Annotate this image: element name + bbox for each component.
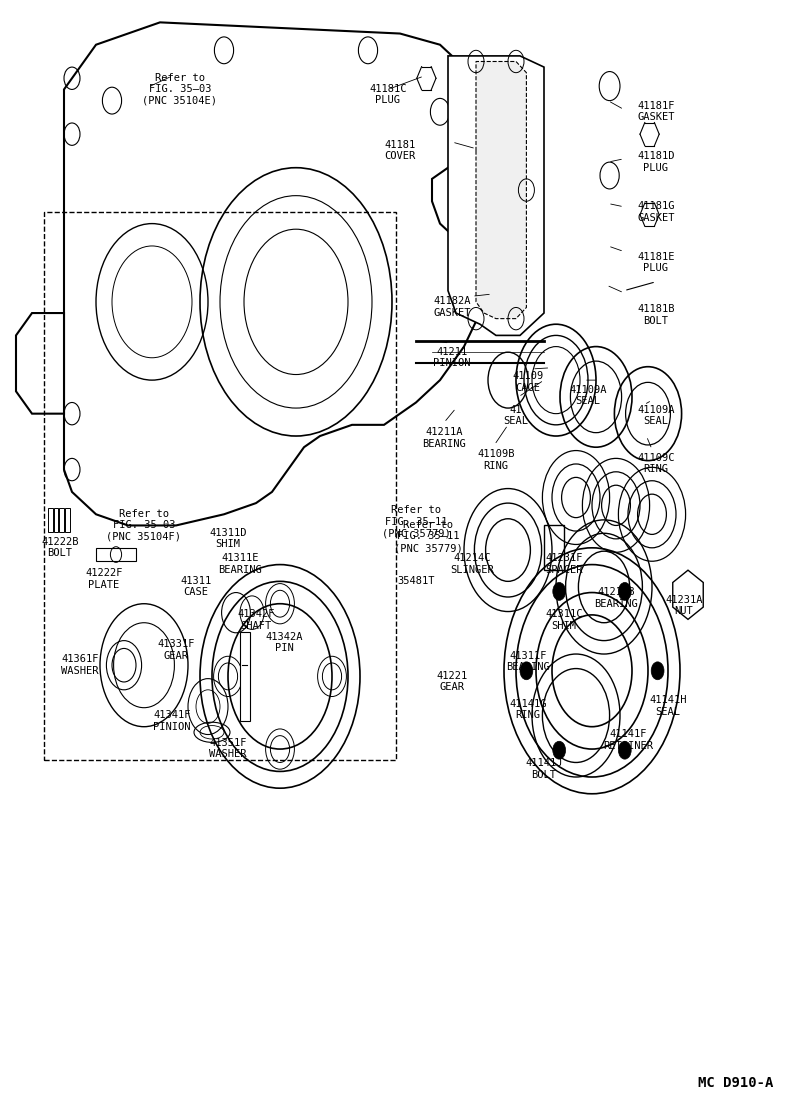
Text: 41231F
SPACER: 41231F SPACER [546,553,582,575]
PathPatch shape [16,313,64,414]
Text: 41341F
PINION: 41341F PINION [154,710,190,731]
Text: 41181D
PLUG: 41181D PLUG [638,151,674,172]
Bar [54,508,58,532]
Text: 41182A
GASKET: 41182A GASKET [434,296,470,318]
Text: 41181C
PLUG: 41181C PLUG [370,84,406,105]
Text: 35481T: 35481T [398,576,434,586]
Text: 41222B
BOLT: 41222B BOLT [42,537,78,558]
Text: 41311D
SHIM: 41311D SHIM [210,528,246,549]
Text: 41109
CAGE: 41109 CAGE [512,371,544,392]
Text: 41141G
RING: 41141G RING [510,699,546,720]
Text: MC D910-A: MC D910-A [698,1076,774,1090]
Text: 41109B
RING: 41109B RING [478,449,514,471]
Text: 41311C
SHIM: 41311C SHIM [546,609,582,631]
Text: 41211B
BEARING: 41211B BEARING [594,587,638,608]
Circle shape [553,741,566,759]
Text: 41222F
PLATE: 41222F PLATE [86,568,122,589]
Text: 41231A
NUT: 41231A NUT [666,595,702,616]
Text: 41311E
BEARING: 41311E BEARING [218,553,262,575]
PathPatch shape [476,61,526,319]
Text: 41211A
BEARING: 41211A BEARING [422,427,466,448]
Bar [96,548,136,561]
Circle shape [520,662,533,680]
Bar [48,508,53,532]
Bar [240,632,250,721]
Text: 41
SEAL: 41 SEAL [503,405,529,426]
Text: 41342A
PIN: 41342A PIN [266,632,302,653]
Circle shape [618,582,631,600]
Text: 41214C
SLINGER: 41214C SLINGER [450,553,494,575]
Text: Refer to
FIG. 35–03
(PNC 35104F): Refer to FIG. 35–03 (PNC 35104F) [106,509,182,542]
Text: 41109A
SEAL: 41109A SEAL [570,385,606,406]
Text: 41181F
GASKET: 41181F GASKET [638,101,674,122]
PathPatch shape [448,56,544,335]
Bar [544,525,564,570]
Text: 41361F
WASHER: 41361F WASHER [62,654,98,675]
Bar [59,508,64,532]
Text: 41141F
RETAINER: 41141F RETAINER [603,729,653,750]
Text: 41109A
SEAL: 41109A SEAL [638,405,674,426]
Bar [44,212,396,760]
Circle shape [618,741,631,759]
Text: 41311F
BEARING: 41311F BEARING [506,651,550,672]
Text: 41221
GEAR: 41221 GEAR [436,671,468,692]
Text: 41211
PINION: 41211 PINION [434,347,470,368]
Text: 41141J
BOLT: 41141J BOLT [526,758,562,779]
Text: 41331F
GEAR: 41331F GEAR [158,639,194,661]
Text: 41109C
RING: 41109C RING [638,453,674,474]
Circle shape [553,582,566,600]
Bar [65,508,70,532]
PathPatch shape [64,22,480,525]
Text: Refer to
FIG. 35–11
(PNC 35779): Refer to FIG. 35–11 (PNC 35779) [382,505,450,539]
Text: 41181G
GASKET: 41181G GASKET [638,201,674,222]
Text: 41181B
BOLT: 41181B BOLT [638,304,674,325]
Text: 41342F
SHAFT: 41342F SHAFT [238,609,274,631]
Polygon shape [673,570,703,619]
Text: Refer to
FIG. 35–03
(PNC 35104E): Refer to FIG. 35–03 (PNC 35104E) [142,73,218,106]
Text: Refer to
FIG. 35–11
(PNC 35779): Refer to FIG. 35–11 (PNC 35779) [394,520,462,553]
Text: 41181E
PLUG: 41181E PLUG [638,252,674,273]
Circle shape [651,662,664,680]
Text: 41351F
WASHER: 41351F WASHER [210,738,246,759]
Text: 41141H
SEAL: 41141H SEAL [650,695,686,717]
Text: 41311
CASE: 41311 CASE [180,576,212,597]
Text: 41181
COVER: 41181 COVER [384,140,416,161]
